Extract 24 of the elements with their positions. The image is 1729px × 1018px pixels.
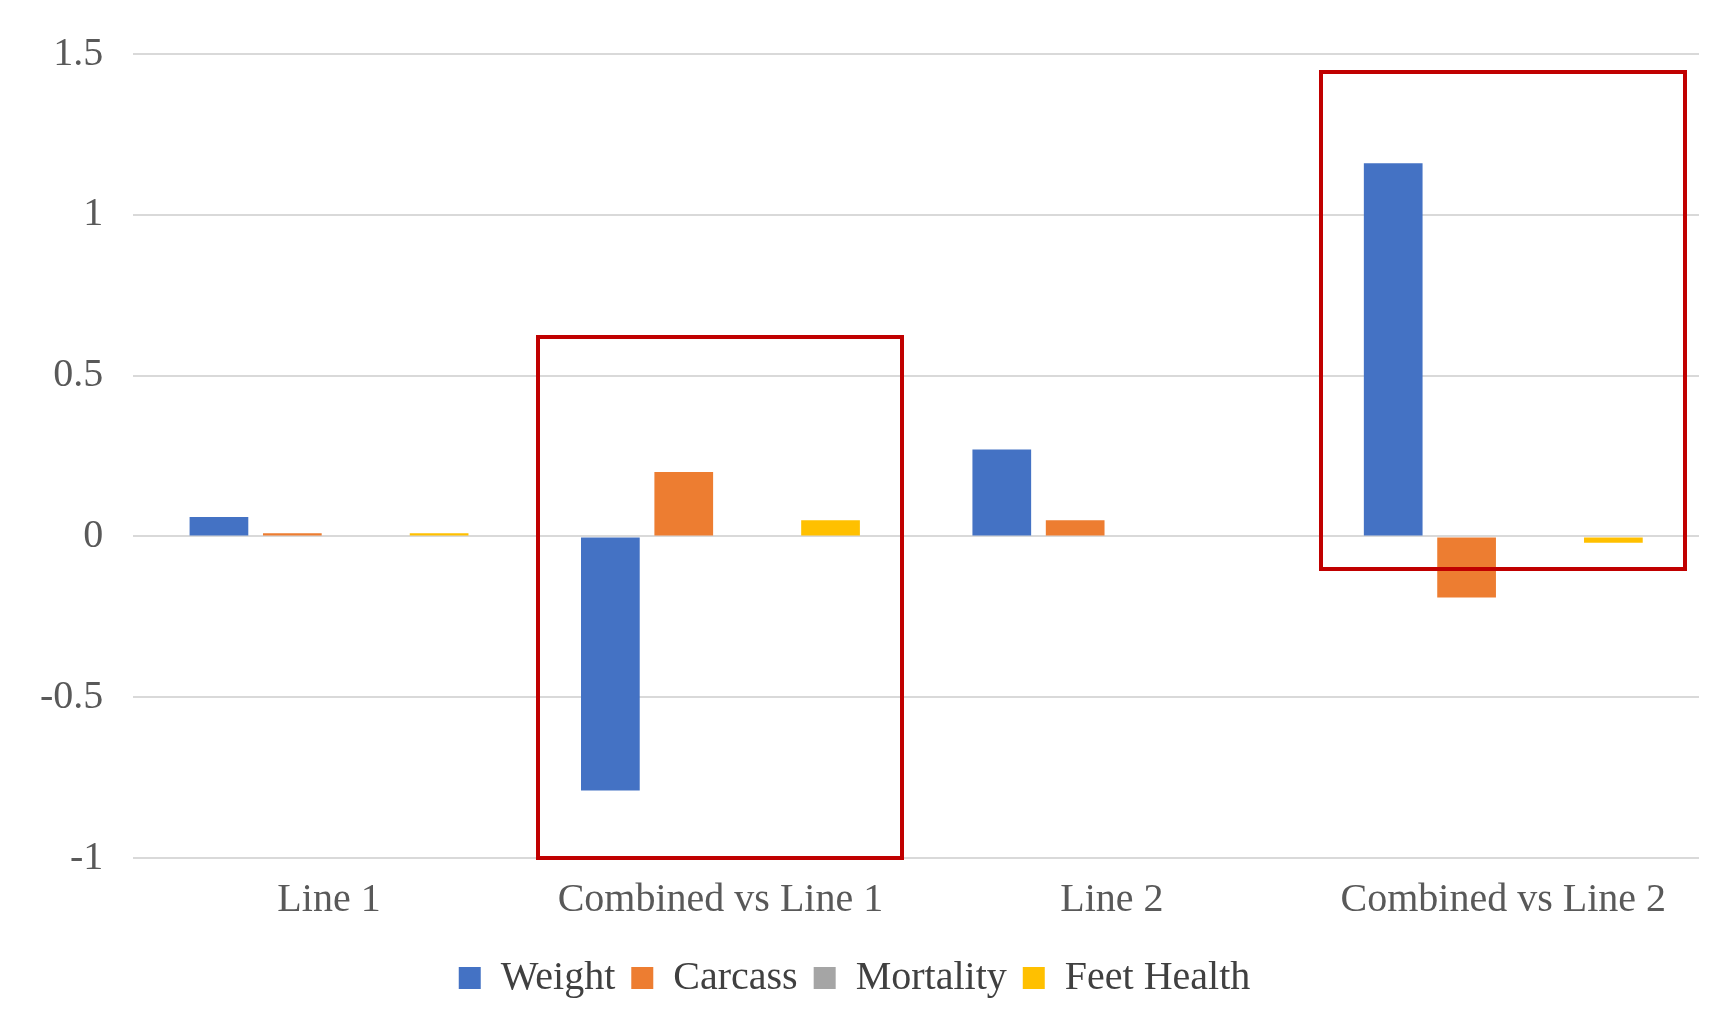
bar (1045, 520, 1105, 536)
bar (189, 517, 249, 536)
y-tick-label: 1.5 (53, 28, 104, 74)
y-tick-label: -0.5 (39, 671, 104, 717)
bar (1437, 537, 1496, 598)
legend-label: Carcass (673, 952, 798, 998)
bar (972, 449, 1032, 536)
y-tick-label: -1 (69, 832, 104, 878)
y-tick-label: 1 (83, 189, 104, 235)
bar (262, 533, 322, 536)
bar (654, 472, 714, 536)
y-tick-label: 0.5 (53, 350, 104, 396)
legend-label: Weight (500, 952, 616, 998)
bar (1584, 537, 1643, 543)
bar (1363, 163, 1423, 536)
x-tick-label: Combined vs Line 1 (557, 874, 884, 920)
x-tick-label: Line 2 (1060, 874, 1164, 920)
x-tick-label: Combined vs Line 2 (1340, 874, 1667, 920)
bar (801, 520, 860, 536)
legend-label: Mortality (855, 952, 1007, 998)
y-tick-label: 0 (83, 510, 104, 556)
bar (581, 537, 640, 791)
x-tick-label: Line 1 (277, 874, 381, 920)
legend-label: Feet Health (1064, 952, 1251, 998)
